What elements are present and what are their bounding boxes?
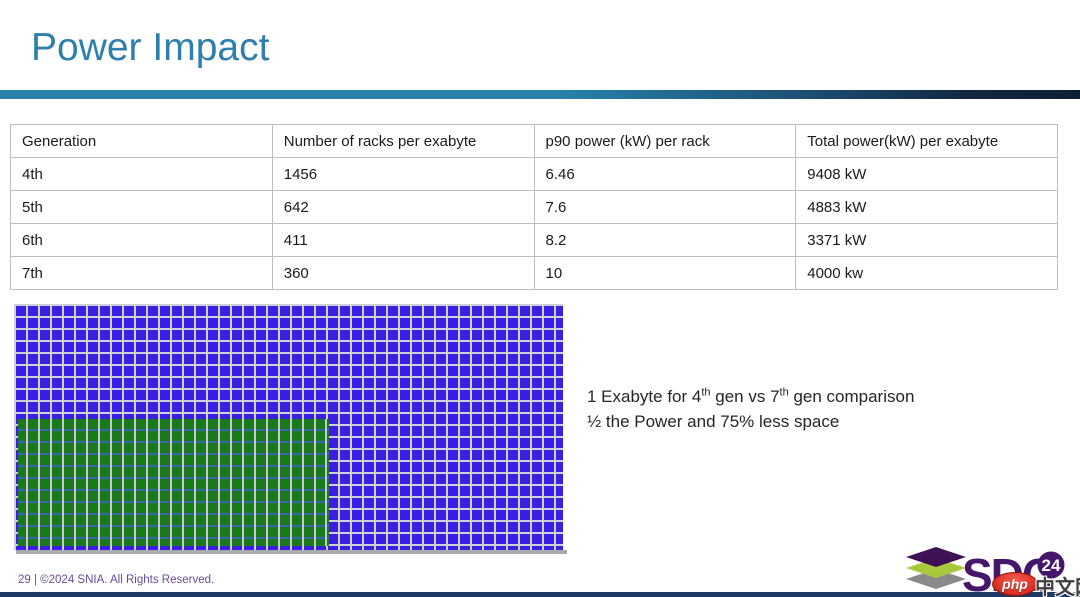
col-header-total-power: Total power(kW) per exabyte	[795, 124, 1058, 158]
table-row: 7th 360 10 4000 kw	[10, 256, 1058, 290]
php-watermark-text: php	[1002, 576, 1028, 592]
table-row: 5th 642 7.6 4883 kW	[10, 190, 1058, 224]
col-header-p90-power: p90 power (kW) per rack	[533, 124, 797, 158]
cell-p90-power: 7.6	[533, 190, 797, 224]
cell-p90-power: 8.2	[533, 223, 797, 257]
logo-layer-purple-icon	[906, 547, 966, 567]
cell-total-power: 4000 kw	[795, 256, 1058, 290]
cell-p90-power: 6.46	[533, 157, 797, 191]
table-row: 6th 411 8.2 3371 kW	[10, 223, 1058, 257]
cell-total-power: 3371 kW	[795, 223, 1058, 257]
rack-waffle-chart-4th-gen	[14, 304, 563, 550]
bottom-accent-bar	[0, 592, 1080, 597]
sdc-logo: SDC 24	[906, 547, 1065, 597]
table-header-row: Generation Number of racks per exabyte p…	[10, 124, 1058, 158]
logo-badge-year: 24	[1042, 556, 1061, 575]
cell-total-power: 4883 kW	[795, 190, 1058, 224]
chinese-watermark-text: 中文网	[1035, 577, 1080, 597]
cell-racks: 1456	[271, 157, 535, 191]
cell-generation: 4th	[10, 157, 273, 191]
cell-generation: 7th	[10, 256, 273, 290]
table-row: 4th 1456 6.46 9408 kW	[10, 157, 1058, 191]
col-header-generation: Generation	[10, 124, 273, 158]
power-impact-table: Generation Number of racks per exabyte p…	[10, 124, 1058, 290]
cell-total-power: 9408 kW	[795, 157, 1058, 191]
cell-generation: 6th	[10, 223, 273, 257]
comparison-line-2: ½ the Power and 75% less space	[587, 412, 840, 431]
col-header-racks: Number of racks per exabyte	[271, 124, 535, 158]
cell-racks: 360	[271, 256, 535, 290]
waffle-drop-shadow	[16, 550, 567, 554]
logo-badge-circle	[1037, 551, 1065, 579]
php-watermark-badge: php	[992, 572, 1038, 596]
cell-racks: 642	[271, 190, 535, 224]
copyright-footer: 29 | ©2024 SNIA. All Rights Reserved.	[18, 574, 215, 586]
logo-layer-lime-icon	[906, 558, 966, 578]
page-title: Power Impact	[31, 26, 270, 69]
cell-p90-power: 10	[533, 256, 797, 290]
rack-waffle-overlay-7th-gen	[18, 419, 329, 546]
comparison-line-1: 1 Exabyte for 4th gen vs 7th gen compari…	[587, 386, 915, 406]
cell-generation: 5th	[10, 190, 273, 224]
title-divider-bar	[0, 90, 1080, 99]
comparison-note: 1 Exabyte for 4th gen vs 7th gen compari…	[587, 384, 914, 434]
cell-racks: 411	[271, 223, 535, 257]
logo-layer-gray-icon	[906, 569, 966, 589]
